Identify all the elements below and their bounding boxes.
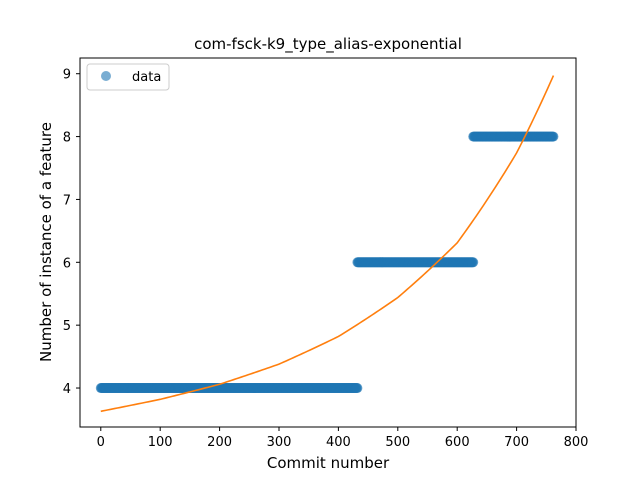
y-tick-label: 5 bbox=[63, 319, 71, 334]
x-tick-label: 200 bbox=[207, 435, 232, 450]
chart-title: com-fsck-k9_type_alias-exponential bbox=[194, 35, 462, 54]
fit-line-series bbox=[100, 75, 555, 413]
scatter-point bbox=[548, 131, 559, 142]
x-tick-label: 500 bbox=[385, 435, 410, 450]
x-tick-label: 0 bbox=[97, 435, 105, 450]
y-axis-label: Number of instance of a feature bbox=[37, 122, 55, 362]
scatter-series-data bbox=[95, 131, 559, 394]
x-tick-label: 800 bbox=[564, 435, 589, 450]
x-tick-label: 700 bbox=[504, 435, 529, 450]
y-tick-label: 6 bbox=[63, 256, 71, 271]
x-tick-label: 400 bbox=[326, 435, 351, 450]
legend-box bbox=[86, 63, 170, 91]
y-tick-label: 8 bbox=[63, 131, 71, 146]
y-axis-ticks: 4 5 6 7 8 9 bbox=[63, 68, 80, 397]
plot-area bbox=[95, 75, 559, 413]
y-tick-label: 9 bbox=[63, 68, 71, 83]
x-tick-label: 600 bbox=[445, 435, 470, 450]
y-tick-label: 4 bbox=[63, 382, 71, 397]
legend: data bbox=[86, 63, 170, 91]
scatter-point bbox=[468, 257, 479, 268]
axes-frame bbox=[79, 57, 577, 428]
x-axis-label: Commit number bbox=[267, 454, 390, 472]
x-axis-ticks: 0 100 200 300 400 500 600 700 800 bbox=[97, 427, 589, 450]
scatter-point bbox=[352, 383, 363, 394]
legend-label-data: data bbox=[132, 70, 161, 85]
y-tick-label: 7 bbox=[63, 193, 71, 208]
legend-marker-data bbox=[101, 71, 111, 81]
x-tick-label: 100 bbox=[148, 435, 173, 450]
fit-line bbox=[100, 75, 555, 413]
x-tick-label: 300 bbox=[267, 435, 292, 450]
